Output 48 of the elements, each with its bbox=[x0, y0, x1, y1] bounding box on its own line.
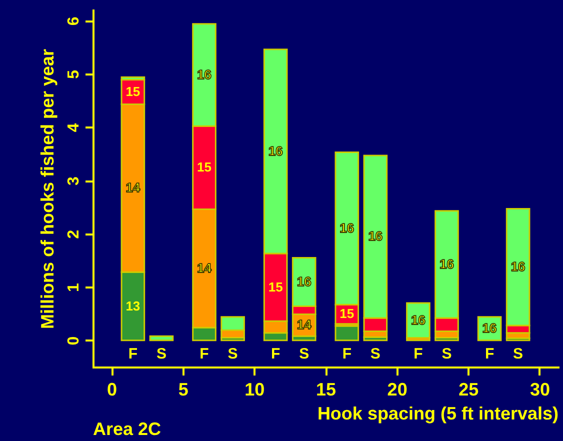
annotation: S bbox=[513, 346, 524, 363]
text: 16 bbox=[340, 220, 354, 236]
series-label: 15 bbox=[340, 306, 354, 322]
y-tick-label: 0 bbox=[66, 336, 82, 346]
x-tick-label: 30 bbox=[530, 380, 550, 400]
text: 14 bbox=[126, 180, 140, 196]
text: 16 bbox=[440, 256, 454, 272]
text: 14 bbox=[197, 260, 212, 276]
y-tick-label: 6 bbox=[66, 16, 82, 26]
y-tick-label: 1 bbox=[66, 283, 82, 292]
y-tick-label: 3 bbox=[66, 176, 82, 186]
y-tick-label: 5 bbox=[66, 70, 82, 79]
x-tick-label: 10 bbox=[244, 380, 265, 400]
text: 15 bbox=[197, 160, 212, 175]
annotation: S bbox=[299, 346, 310, 363]
text: 16 bbox=[368, 228, 383, 244]
series-label: 16 bbox=[482, 320, 497, 336]
bar bbox=[334, 325, 360, 342]
annotation: S bbox=[442, 346, 452, 363]
x-tick-label: 5 bbox=[178, 380, 188, 400]
annotation: F bbox=[342, 346, 352, 363]
text: 15 bbox=[126, 84, 140, 100]
y-tick-label: 2 bbox=[66, 230, 82, 239]
x-tick-label: 15 bbox=[316, 380, 336, 400]
annotation: S bbox=[156, 346, 166, 363]
y-tick-label: 4 bbox=[66, 123, 82, 132]
x-tick-label: 0 bbox=[107, 380, 118, 400]
x-tick-label: 25 bbox=[458, 380, 479, 400]
text: 16 bbox=[410, 312, 426, 328]
annotation: S bbox=[228, 346, 238, 363]
annotation: F bbox=[128, 346, 138, 363]
text: 16 bbox=[197, 67, 212, 82]
text: 15 bbox=[268, 279, 283, 294]
text: 16 bbox=[268, 143, 283, 158]
series-label: 13 bbox=[126, 298, 140, 314]
annotation: F bbox=[484, 346, 494, 363]
text: Area 2C bbox=[93, 419, 162, 439]
annotation: F bbox=[414, 346, 423, 363]
bar bbox=[149, 335, 174, 342]
text: 16 bbox=[510, 259, 526, 274]
x-axis-title: Hook spacing (5 ft intervals) bbox=[317, 404, 558, 424]
annotation: F bbox=[270, 346, 280, 363]
series-label: 14 bbox=[296, 317, 312, 332]
annotation: S bbox=[370, 346, 380, 363]
x-tick-label: 20 bbox=[387, 380, 408, 400]
text: 16 bbox=[296, 274, 312, 290]
y-axis-title: Millions of hooks fished per year bbox=[38, 48, 58, 330]
annotation: F bbox=[200, 346, 209, 363]
